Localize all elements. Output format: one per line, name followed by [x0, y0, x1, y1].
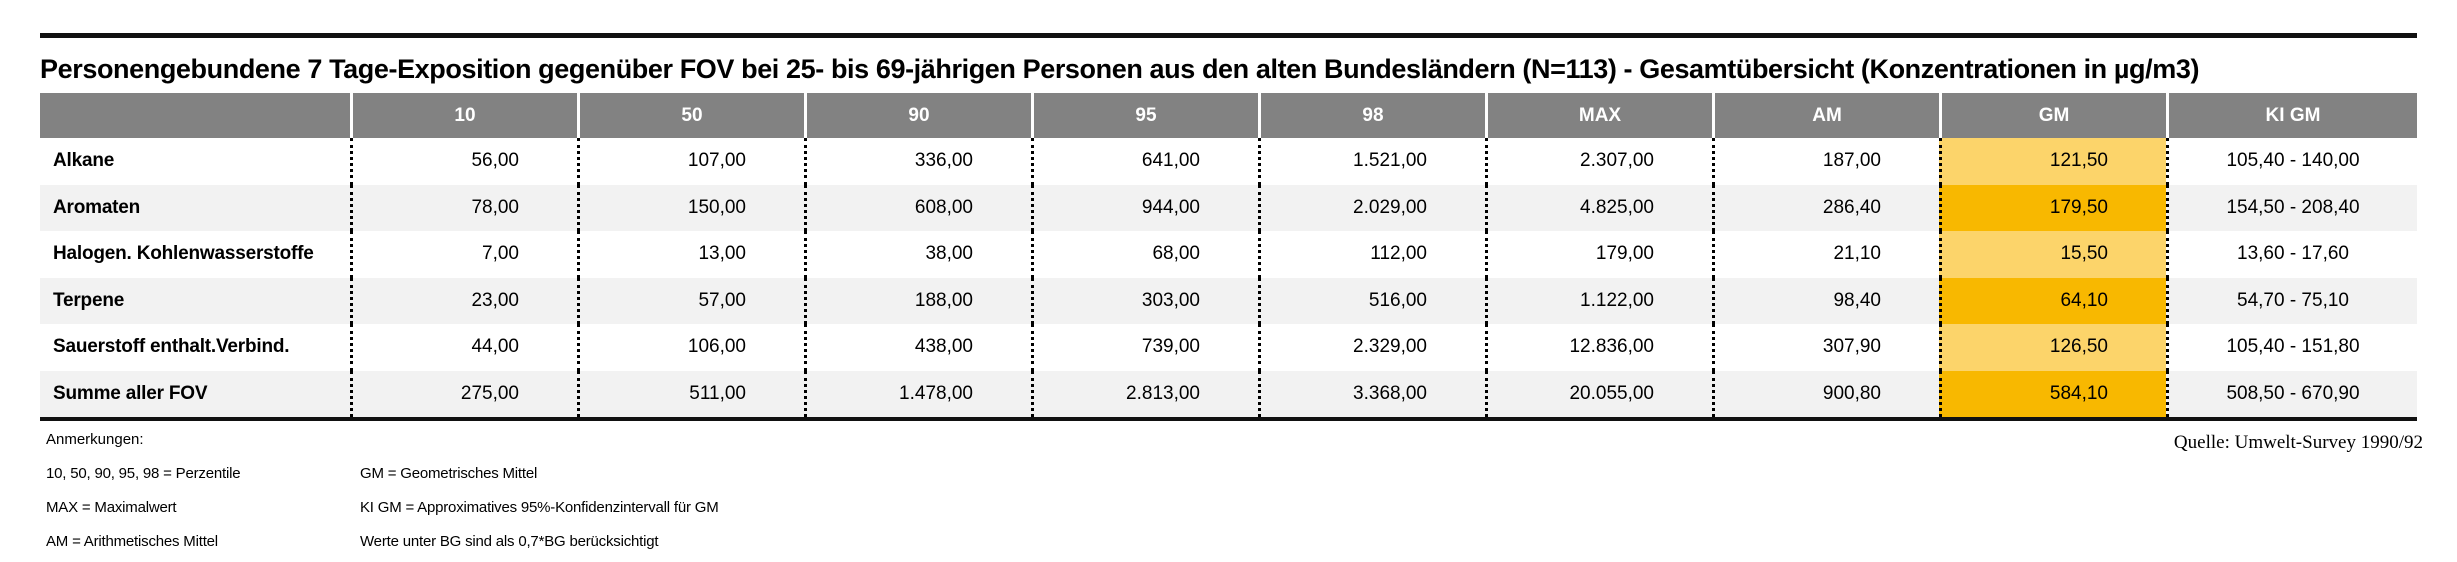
value-cell: 20.055,00 [1485, 370, 1712, 417]
row-label: Halogen. Kohlenwasserstoffe [53, 243, 314, 265]
value-cell: 188,00 [804, 277, 1031, 324]
value-cell: 900,80 [1712, 370, 1939, 417]
gm-value-cell: 15,50 [1939, 231, 2166, 278]
row-label: Aromaten [40, 184, 350, 231]
ki-gm-cell: 13,60 - 17,60 [2166, 231, 2417, 278]
value-cell: 4.825,00 [1485, 184, 1712, 231]
table-row: Summe aller FOV 275,00 511,00 1.478,00 2.813… [40, 370, 2417, 417]
table-header-row: 10 50 90 95 98 MAX AM GM KI GM [40, 93, 2417, 138]
value-cell: 303,00 [1031, 277, 1258, 324]
value-cell: 1.122,00 [1485, 277, 1712, 324]
gm-value-cell: 64,10 [1939, 277, 2166, 324]
value-cell: 275,00 [350, 370, 577, 417]
note-line: Werte unter BG sind als 0,7*BG berücksic… [360, 533, 659, 550]
gm-value-cell: 179,50 [1939, 184, 2166, 231]
column-header-empty [40, 93, 350, 138]
row-label: Sauerstoff enthalt.Verbind. [53, 336, 290, 358]
value-cell: 739,00 [1031, 324, 1258, 371]
column-header-p50: 50 [577, 93, 804, 138]
value-cell: 23,00 [350, 277, 577, 324]
column-header-p90: 90 [804, 93, 1031, 138]
ki-gm-cell: 54,70 - 75,10 [2166, 277, 2417, 324]
value-cell: 98,40 [1712, 277, 1939, 324]
notes-column-1: 10, 50, 90, 95, 98 = Perzentile MAX = Ma… [46, 448, 360, 550]
value-cell: 107,00 [577, 138, 804, 185]
table-row: Sauerstoff enthalt.Verbind. 44,00 106,00 43… [40, 324, 2417, 371]
table-body: Alkane 56,00 107,00 336,00 641,00 1.521,00 2.3… [40, 138, 2417, 417]
exposure-table: 10 50 90 95 98 MAX AM GM KI GM Alkane 56,… [40, 93, 2417, 417]
value-cell: 150,00 [577, 184, 804, 231]
notes-heading: Anmerkungen: [46, 431, 144, 448]
source-caption: Quelle: Umwelt-Survey 1990/92 [2173, 432, 2423, 453]
top-rule [40, 33, 2417, 38]
value-cell: 516,00 [1258, 277, 1485, 324]
value-cell: 2.029,00 [1258, 184, 1485, 231]
value-cell: 511,00 [577, 370, 804, 417]
table-row: Halogen. Kohlenwasserstoffe 7,00 13,00 38,0… [40, 231, 2417, 278]
value-cell: 57,00 [577, 277, 804, 324]
value-cell: 2.813,00 [1031, 370, 1258, 417]
value-cell: 12.836,00 [1485, 324, 1712, 371]
note-line: MAX = Maximalwert [46, 499, 177, 516]
value-cell: 3.368,00 [1258, 370, 1485, 417]
ki-gm-cell: 154,50 - 208,40 [2166, 184, 2417, 231]
column-header-am: AM [1712, 93, 1939, 138]
value-cell: 1.521,00 [1258, 138, 1485, 185]
notes-column-2: GM = Geometrisches Mittel KI GM = Approx… [360, 448, 719, 550]
row-label: Summe aller FOV [40, 370, 350, 417]
value-cell: 944,00 [1031, 184, 1258, 231]
column-header-p10: 10 [350, 93, 577, 138]
value-cell: 336,00 [804, 138, 1031, 185]
column-header-p95: 95 [1031, 93, 1258, 138]
report-page: Personengebundene 7 Tage-Exposition gege… [40, 33, 2423, 550]
gm-value-cell: 121,50 [1939, 138, 2166, 185]
ki-gm-cell: 105,40 - 140,00 [2166, 138, 2417, 185]
value-cell: 7,00 [350, 231, 577, 278]
value-cell: 179,00 [1485, 231, 1712, 278]
gm-value-cell: 584,10 [1939, 370, 2166, 417]
column-header-p98: 98 [1258, 93, 1485, 138]
value-cell: 2.307,00 [1485, 138, 1712, 185]
value-cell: 2.329,00 [1258, 324, 1485, 371]
value-cell: 112,00 [1258, 231, 1485, 278]
page-title: Personengebundene 7 Tage-Exposition gege… [40, 54, 2200, 84]
column-header-max: MAX [1485, 93, 1712, 138]
value-cell: 608,00 [804, 184, 1031, 231]
table-row: Aromaten 78,00 150,00 608,00 944,00 2.029,00 4… [40, 184, 2417, 231]
table-row: Alkane 56,00 107,00 336,00 641,00 1.521,00 2.3… [40, 138, 2417, 185]
value-cell: 13,00 [577, 231, 804, 278]
gm-value-cell: 126,50 [1939, 324, 2166, 371]
note-line: GM = Geometrisches Mittel [360, 465, 538, 482]
value-cell: 1.478,00 [804, 370, 1031, 417]
column-header-gm: GM [1939, 93, 2166, 138]
table-row: Terpene 23,00 57,00 188,00 303,00 516,00 1.122… [40, 277, 2417, 324]
ki-gm-cell: 105,40 - 151,80 [2166, 324, 2417, 371]
value-cell: 78,00 [350, 184, 577, 231]
value-cell: 438,00 [804, 324, 1031, 371]
note-line: KI GM = Approximatives 95%-Konfidenzinte… [360, 499, 719, 516]
value-cell: 307,90 [1712, 324, 1939, 371]
value-cell: 106,00 [577, 324, 804, 371]
value-cell: 187,00 [1712, 138, 1939, 185]
value-cell: 38,00 [804, 231, 1031, 278]
value-cell: 641,00 [1031, 138, 1258, 185]
row-label: Alkane [53, 150, 115, 172]
bottom-rule [40, 417, 2417, 421]
value-cell: 286,40 [1712, 184, 1939, 231]
notes-section: Anmerkungen: 10, 50, 90, 95, 98 = Perzen… [40, 431, 2423, 550]
value-cell: 44,00 [350, 324, 577, 371]
ki-gm-cell: 508,50 - 670,90 [2166, 370, 2417, 417]
notes-columns: 10, 50, 90, 95, 98 = Perzentile MAX = Ma… [46, 448, 2417, 550]
row-label: Terpene [40, 277, 350, 324]
value-cell: 21,10 [1712, 231, 1939, 278]
column-header-kigm: KI GM [2166, 93, 2417, 138]
value-cell: 68,00 [1031, 231, 1258, 278]
value-cell: 56,00 [350, 138, 577, 185]
note-line: 10, 50, 90, 95, 98 = Perzentile [46, 465, 241, 482]
note-line: AM = Arithmetisches Mittel [46, 533, 218, 550]
